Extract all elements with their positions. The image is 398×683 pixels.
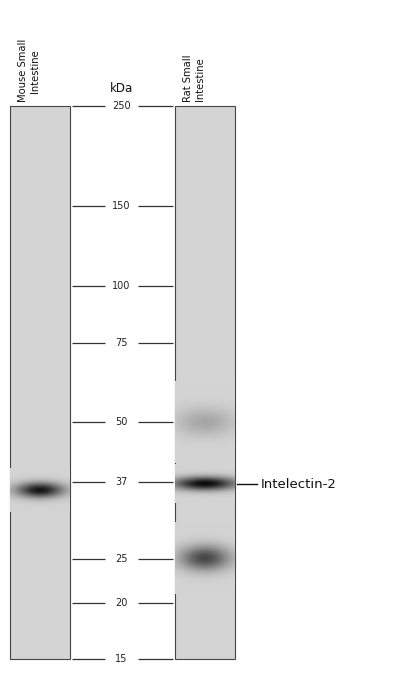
Text: 250: 250 — [112, 101, 131, 111]
Text: Rat Small
Intestine: Rat Small Intestine — [183, 55, 205, 102]
Text: kDa: kDa — [110, 82, 133, 95]
Bar — [175, 106, 235, 659]
Bar — [10, 106, 70, 659]
Text: 20: 20 — [115, 598, 128, 607]
Text: 50: 50 — [115, 417, 128, 428]
Text: Mouse Small
Intestine: Mouse Small Intestine — [18, 39, 40, 102]
Text: 100: 100 — [112, 281, 131, 291]
Text: 150: 150 — [112, 201, 131, 211]
Text: 75: 75 — [115, 337, 128, 348]
Text: 15: 15 — [115, 654, 128, 664]
Text: 37: 37 — [115, 477, 128, 486]
Text: Intelectin-2: Intelectin-2 — [261, 477, 337, 490]
Text: 25: 25 — [115, 554, 128, 563]
